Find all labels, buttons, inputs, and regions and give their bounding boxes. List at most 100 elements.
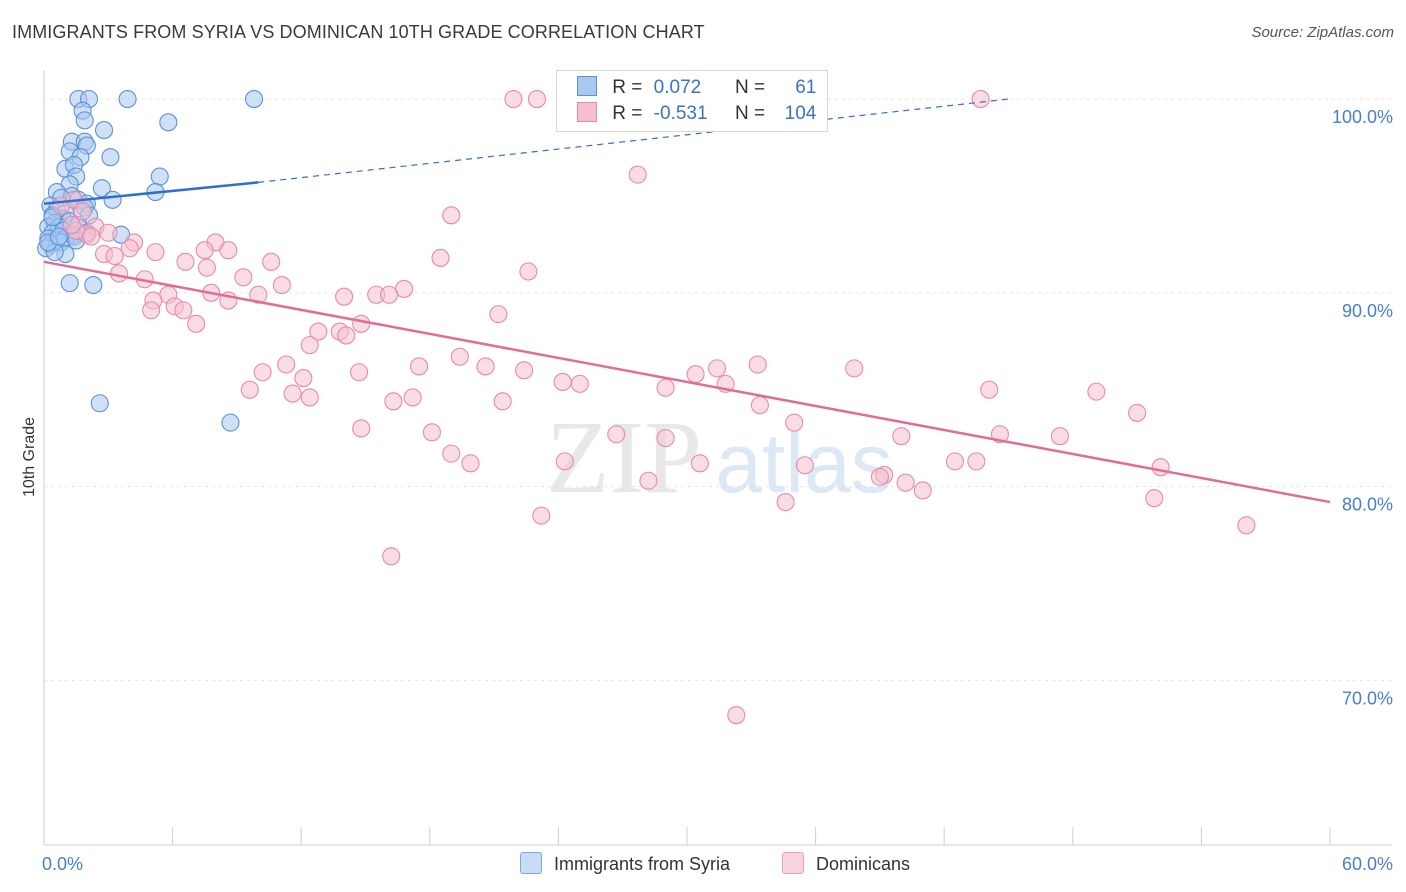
- dominican-point: [382, 547, 401, 566]
- syria-point: [118, 90, 137, 109]
- syria-point: [101, 148, 120, 167]
- dominican-point: [352, 419, 371, 438]
- x-tick-label: 0.0%: [42, 854, 83, 874]
- bottom-legend-swatch-dominicans: [782, 852, 804, 874]
- dominican-point: [489, 305, 508, 324]
- dominican-point: [195, 241, 214, 260]
- dominican-point: [174, 301, 193, 320]
- dominican-point: [656, 378, 675, 397]
- y-axis-label: 10th Grade: [21, 417, 38, 497]
- axes: [43, 70, 1392, 846]
- dominican-point: [403, 388, 422, 407]
- syria-point: [103, 190, 122, 209]
- dominican-point: [395, 279, 414, 298]
- legend-r-value: -0.531: [653, 103, 708, 124]
- dominican-point: [431, 248, 450, 267]
- y-tick-label: 90.0%: [1342, 301, 1393, 321]
- syria-point: [75, 111, 94, 130]
- syria-trend-line: [43, 181, 259, 205]
- dominican-point: [913, 481, 932, 500]
- legend-r-label: R =: [612, 77, 643, 98]
- bottom-legend-label-syria: Immigrants from Syria: [554, 854, 731, 874]
- dominican-point: [555, 452, 574, 471]
- dominican-point: [197, 258, 216, 277]
- dominican-point: [146, 243, 165, 262]
- dominican-point: [532, 506, 551, 525]
- dominican-point: [607, 425, 626, 444]
- legend-row-syria: R = 0.072 N = 61: [577, 76, 816, 100]
- dominican-point: [686, 365, 705, 384]
- bottom-legend-syria: Immigrants from Syria: [520, 852, 730, 875]
- syria-point: [90, 394, 109, 413]
- legend-row-dominicans: R = -0.531 N = 104: [577, 102, 816, 126]
- dominican-point: [527, 90, 547, 109]
- dominican-point: [656, 429, 675, 448]
- dominican-point: [795, 456, 814, 475]
- dominican-point: [1128, 403, 1147, 422]
- dominican-point: [785, 413, 804, 432]
- legend-swatch-syria: [577, 76, 597, 96]
- chart-title: IMMIGRANTS FROM SYRIA VS DOMINICAN 10TH …: [12, 22, 705, 42]
- dominican-point: [1237, 516, 1256, 535]
- y-tick-label: 70.0%: [1342, 688, 1393, 708]
- dominican-point: [442, 444, 461, 463]
- syria-point: [244, 90, 264, 109]
- dominican-point: [410, 357, 429, 376]
- dominican-point: [519, 262, 538, 281]
- dominican-point: [628, 165, 647, 184]
- dominican-point: [707, 359, 727, 378]
- dominican-point: [896, 473, 915, 492]
- dominican-point: [99, 223, 118, 242]
- dominican-point: [553, 372, 572, 391]
- dominican-point: [476, 357, 495, 376]
- y-tick-label: 80.0%: [1342, 495, 1393, 515]
- syria-point: [60, 274, 79, 293]
- dominican-point: [262, 252, 281, 271]
- legend-n-label: N =: [734, 77, 766, 98]
- dominican-point: [504, 90, 523, 109]
- dominican-point: [234, 268, 253, 287]
- dominican-point: [380, 285, 399, 304]
- syria-point: [84, 276, 103, 295]
- bottom-legend-label-dominicans: Dominicans: [816, 854, 911, 874]
- dominican-point: [870, 467, 889, 486]
- x-tick-label: 60.0%: [1342, 854, 1393, 874]
- dominican-point: [120, 239, 139, 258]
- dominican-point: [352, 314, 371, 333]
- dominican-point: [945, 452, 964, 471]
- dominican-point: [176, 252, 195, 271]
- dominican-point: [249, 285, 268, 304]
- y-tick-label: 100.0%: [1332, 107, 1393, 127]
- syria-point: [150, 167, 169, 186]
- dominican-point: [750, 396, 769, 415]
- legend-n-value: 104: [784, 103, 817, 124]
- dominican-point: [294, 369, 313, 388]
- bottom-legend-dominicans: Dominicans: [782, 852, 910, 875]
- dominican-point: [1050, 427, 1069, 446]
- syria-point: [159, 113, 178, 132]
- dominican-point: [62, 215, 81, 235]
- dominican-point: [283, 384, 302, 403]
- dominican-point: [384, 392, 403, 411]
- dominican-point: [187, 314, 206, 333]
- dominican-point: [776, 493, 795, 512]
- dominican-point: [82, 227, 101, 246]
- dominican-point: [142, 301, 161, 320]
- dominican-point: [277, 355, 296, 374]
- dominican-point: [300, 336, 319, 355]
- tick-labels: 100.0% 90.0% 80.0% 70.0% 0.0% 60.0%: [42, 107, 1393, 874]
- dominican-point: [461, 454, 480, 473]
- dominican-point: [335, 287, 354, 306]
- legend-swatch-dominicans: [577, 102, 597, 122]
- dominican-point: [690, 454, 709, 473]
- legend: R = 0.072 N = 61 R = -0.531 N = 104: [556, 70, 828, 132]
- source-label: Source: ZipAtlas.com: [1251, 24, 1394, 41]
- dominican-point: [253, 363, 272, 382]
- dominican-point: [337, 326, 356, 345]
- legend-n-label: N =: [734, 103, 766, 124]
- dominican-point: [639, 471, 658, 490]
- syria-point: [94, 121, 114, 140]
- dominican-point: [219, 241, 238, 260]
- dominican-point: [105, 246, 124, 266]
